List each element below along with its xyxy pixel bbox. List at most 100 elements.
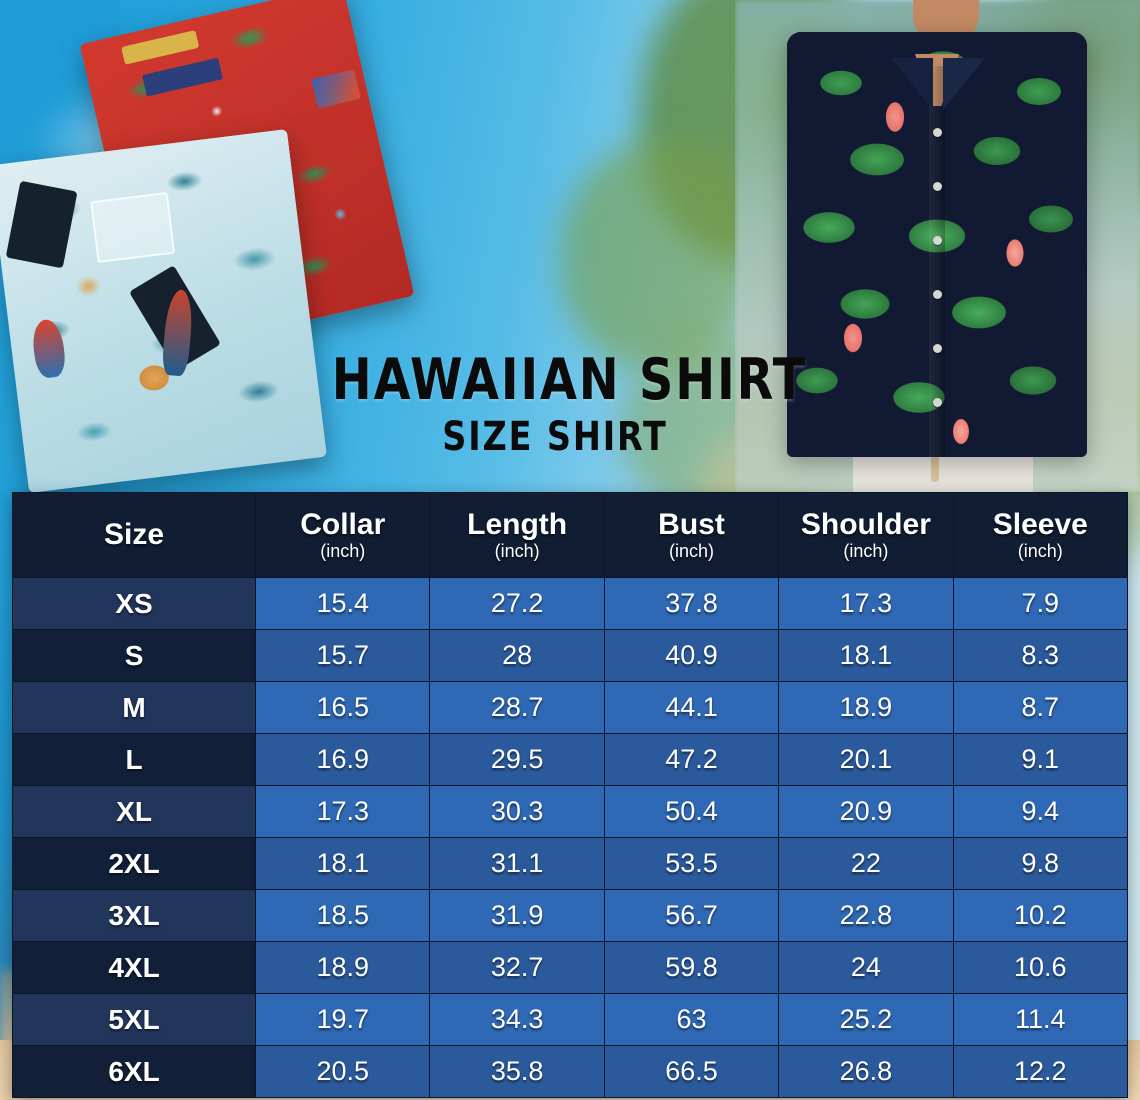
- measurement-cell-sleeve: 7.9: [952, 577, 1129, 630]
- table-row: 6XL 20.5 35.8 66.5 26.8 12.2: [11, 1045, 1129, 1098]
- column-header-sleeve: Sleeve (inch): [952, 492, 1129, 578]
- folded-blue-shirt: [0, 128, 327, 494]
- size-cell: XS: [11, 577, 257, 630]
- shirt-button: [933, 128, 942, 137]
- title-main: HAWAIIAN SHIRT: [331, 347, 808, 413]
- column-header-label: Size: [104, 518, 165, 552]
- shirt-button: [933, 236, 942, 245]
- size-cell: 2XL: [11, 837, 257, 890]
- measurement-cell-length: 35.8: [429, 1045, 605, 1098]
- shirt-button: [933, 290, 942, 299]
- measurement-cell-bust: 50.4: [603, 785, 780, 838]
- measurement-cell-collar: 16.9: [255, 733, 431, 786]
- measurement-cell-sleeve: 12.2: [952, 1045, 1129, 1098]
- measurement-cell-shoulder: 24: [778, 941, 954, 994]
- measurement-cell-collar: 17.3: [255, 785, 431, 838]
- measurement-cell-collar: 20.5: [255, 1045, 431, 1098]
- measurement-cell-collar: 15.4: [255, 577, 431, 630]
- table-row: XS 15.4 27.2 37.8 17.3 7.9: [11, 577, 1129, 630]
- model-hawaiian-shirt: [787, 32, 1087, 457]
- measurement-cell-shoulder: 20.9: [778, 785, 954, 838]
- shirt-placket: [929, 66, 945, 457]
- measurement-cell-sleeve: 11.4: [952, 993, 1129, 1046]
- table-row: 3XL 18.5 31.9 56.7 22.8 10.2: [11, 889, 1129, 942]
- measurement-cell-bust: 47.2: [603, 733, 780, 786]
- size-cell: L: [11, 733, 257, 786]
- size-chart: Size Collar (inch) Length (inch) Bust (inch) Sh…: [11, 492, 1129, 1098]
- column-header-unit: (inch): [843, 541, 889, 562]
- column-header-label: Sleeve: [992, 507, 1088, 541]
- table-row: XL 17.3 30.3 50.4 20.9 9.4: [11, 785, 1129, 838]
- table-row: 5XL 19.7 34.3 63 25.2 11.4: [11, 993, 1129, 1046]
- shirt-collar-left: [891, 58, 933, 110]
- measurement-cell-sleeve: 9.8: [952, 837, 1129, 890]
- measurement-cell-shoulder: 20.1: [778, 733, 954, 786]
- size-cell: 3XL: [11, 889, 257, 942]
- table-row: M 16.5 28.7 44.1 18.9 8.7: [11, 681, 1129, 734]
- shirt-brand-tag: [121, 30, 200, 65]
- size-chart-header: Size Collar (inch) Length (inch) Bust (inch) Sh…: [11, 492, 1129, 578]
- measurement-cell-sleeve: 9.4: [952, 785, 1129, 838]
- table-row: 4XL 18.9 32.7 59.8 24 10.6: [11, 941, 1129, 994]
- parrot-motif: [30, 317, 68, 380]
- measurement-cell-shoulder: 22.8: [778, 889, 954, 942]
- measurement-cell-collar: 18.5: [255, 889, 431, 942]
- shirt-button: [933, 344, 942, 353]
- measurement-cell-bust: 53.5: [603, 837, 780, 890]
- size-chart-body: XS 15.4 27.2 37.8 17.3 7.9 S 15.7 28 40.9 18.1 8.3 M…: [11, 577, 1129, 1098]
- table-row: S 15.7 28 40.9 18.1 8.3: [11, 629, 1129, 682]
- measurement-cell-sleeve: 10.6: [952, 941, 1129, 994]
- column-header-unit: (inch): [1017, 541, 1063, 562]
- measurement-cell-length: 30.3: [429, 785, 605, 838]
- column-header-unit: (inch): [320, 541, 366, 562]
- measurement-cell-collar: 18.1: [255, 837, 431, 890]
- column-header-label: Shoulder: [800, 507, 931, 541]
- column-header-label: Length: [467, 507, 568, 541]
- column-header-unit: (inch): [668, 541, 714, 562]
- size-cell: 6XL: [11, 1045, 257, 1098]
- measurement-cell-sleeve: 10.2: [952, 889, 1129, 942]
- measurement-cell-collar: 16.5: [255, 681, 431, 734]
- measurement-cell-bust: 40.9: [603, 629, 780, 682]
- column-header-size: Size: [11, 492, 257, 578]
- measurement-cell-length: 27.2: [429, 577, 605, 630]
- measurement-cell-shoulder: 26.8: [778, 1045, 954, 1098]
- measurement-cell-length: 28: [429, 629, 605, 682]
- size-cell: M: [11, 681, 257, 734]
- measurement-cell-shoulder: 25.2: [778, 993, 954, 1046]
- shirt-collar-right: [943, 58, 985, 110]
- measurement-cell-collar: 18.9: [255, 941, 431, 994]
- measurement-cell-bust: 59.8: [603, 941, 780, 994]
- measurement-cell-bust: 56.7: [603, 889, 780, 942]
- measurement-cell-sleeve: 8.3: [952, 629, 1129, 682]
- model-photo: [735, 0, 1140, 492]
- measurement-cell-shoulder: 18.1: [778, 629, 954, 682]
- column-header-length: Length (inch): [429, 492, 605, 578]
- column-header-label: Bust: [658, 507, 725, 541]
- measurement-cell-collar: 15.7: [255, 629, 431, 682]
- size-cell: 4XL: [11, 941, 257, 994]
- measurement-cell-length: 32.7: [429, 941, 605, 994]
- size-cell: S: [11, 629, 257, 682]
- column-header-collar: Collar (inch): [255, 492, 431, 578]
- title-sub: SIZE SHIRT: [442, 414, 668, 460]
- shirt-button: [933, 182, 942, 191]
- measurement-cell-length: 29.5: [429, 733, 605, 786]
- column-header-bust: Bust (inch): [603, 492, 780, 578]
- shirt-size-label: [141, 57, 223, 97]
- shirt-button: [933, 398, 942, 407]
- shirt-sleeve-logo: [311, 69, 361, 109]
- header-row: Size Collar (inch) Length (inch) Bust (inch) Sh…: [11, 492, 1129, 578]
- column-header-label: Collar: [300, 507, 386, 541]
- measurement-cell-shoulder: 18.9: [778, 681, 954, 734]
- measurement-cell-bust: 37.8: [603, 577, 780, 630]
- measurement-cell-collar: 19.7: [255, 993, 431, 1046]
- column-header-unit: (inch): [494, 541, 540, 562]
- measurement-cell-bust: 44.1: [603, 681, 780, 734]
- measurement-cell-shoulder: 17.3: [778, 577, 954, 630]
- size-chart-table: Size Collar (inch) Length (inch) Bust (inch) Sh…: [11, 492, 1129, 1098]
- measurement-cell-bust: 66.5: [603, 1045, 780, 1098]
- shirt-pocket: [90, 191, 176, 263]
- table-row: L 16.9 29.5 47.2 20.1 9.1: [11, 733, 1129, 786]
- measurement-cell-length: 31.9: [429, 889, 605, 942]
